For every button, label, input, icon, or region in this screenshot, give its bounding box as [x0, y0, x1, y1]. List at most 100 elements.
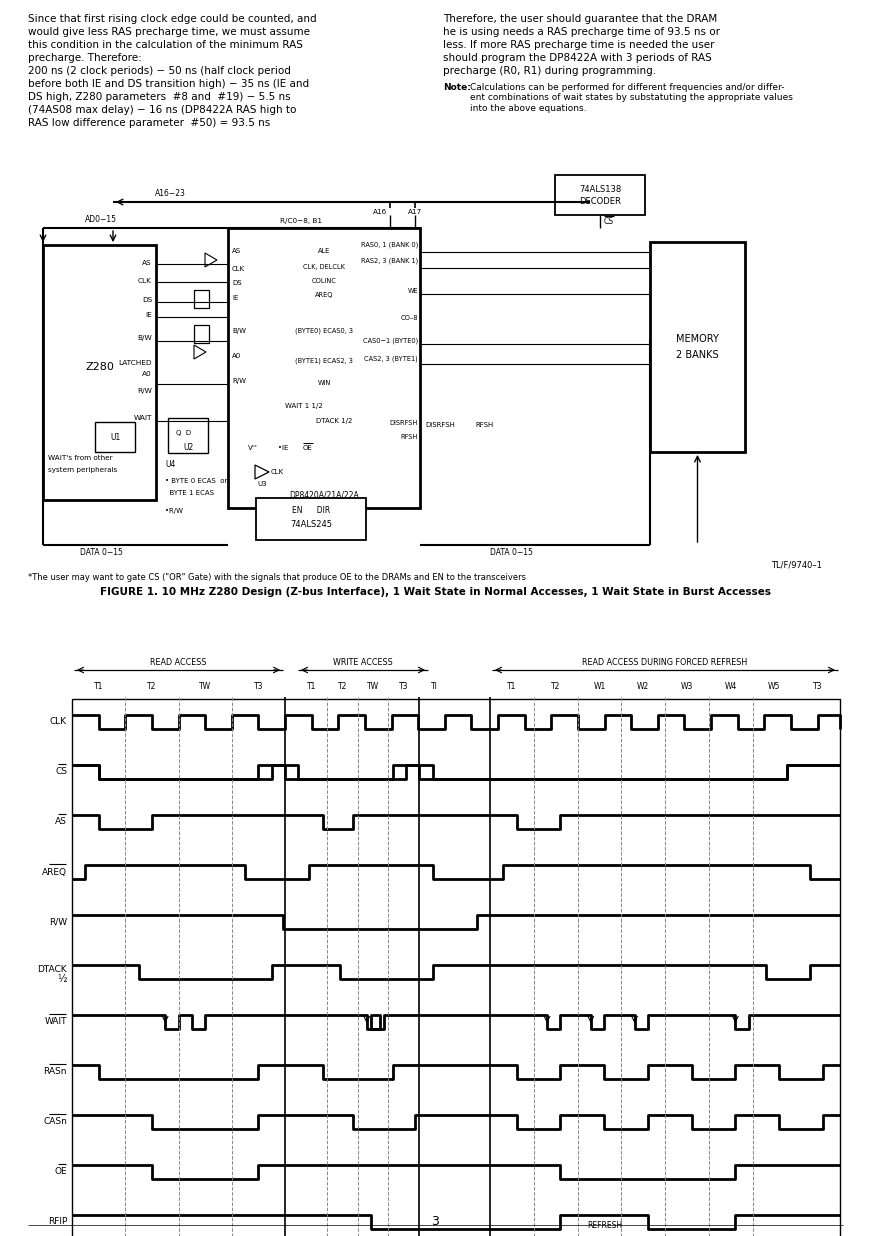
Text: AS: AS	[55, 817, 67, 827]
Text: T1: T1	[94, 682, 104, 691]
Text: CO–8: CO–8	[401, 315, 418, 321]
Text: Therefore, the user should guarantee that the DRAM: Therefore, the user should guarantee tha…	[443, 14, 717, 23]
Text: T3: T3	[399, 682, 408, 691]
Text: W1: W1	[593, 682, 605, 691]
Text: T1: T1	[507, 682, 517, 691]
Text: W5: W5	[768, 682, 780, 691]
Text: Z280: Z280	[85, 362, 114, 372]
Text: Vᶜᶜ: Vᶜᶜ	[248, 445, 258, 451]
Text: precharge. Therefore:: precharge. Therefore:	[28, 53, 142, 63]
Text: RAS0, 1 (BANK 0): RAS0, 1 (BANK 0)	[361, 242, 418, 248]
Bar	[555, 176, 645, 215]
Text: CLK: CLK	[138, 278, 152, 284]
Text: 3: 3	[431, 1215, 439, 1229]
Text: system peripherals: system peripherals	[48, 467, 118, 473]
Text: ALE: ALE	[318, 248, 330, 255]
Bar	[95, 421, 135, 452]
Text: DISRFSH: DISRFSH	[425, 421, 455, 428]
Text: • BYTE 0 ECAS  or: • BYTE 0 ECAS or	[165, 478, 227, 485]
Text: R/W: R/W	[232, 378, 246, 384]
Text: A16−23: A16−23	[155, 189, 186, 198]
Text: MEMORY: MEMORY	[676, 334, 719, 344]
Text: T2: T2	[147, 682, 157, 691]
Text: R/W: R/W	[49, 917, 67, 927]
Text: DS: DS	[142, 297, 152, 303]
Text: WAIT's from other: WAIT's from other	[48, 455, 112, 461]
Text: B/W: B/W	[232, 328, 246, 334]
Text: CS: CS	[604, 218, 614, 226]
Text: T1: T1	[307, 682, 316, 691]
Text: FIGURE 1. 10 MHz Z280 Design (Z-bus Interface), 1 Wait State in Normal Accesses,: FIGURE 1. 10 MHz Z280 Design (Z-bus Inte…	[99, 587, 771, 597]
Text: he is using needs a RAS precharge time of 93.5 ns or: he is using needs a RAS precharge time o…	[443, 27, 720, 37]
Text: DTACK: DTACK	[37, 964, 67, 974]
Text: T3: T3	[814, 682, 823, 691]
Text: WAIT 1 1/2: WAIT 1 1/2	[285, 403, 323, 409]
Text: WE: WE	[408, 288, 418, 294]
Text: RAS2, 3 (BANK 1): RAS2, 3 (BANK 1)	[361, 258, 418, 265]
Text: RAS low difference parameter  #50) = 93.5 ns: RAS low difference parameter #50) = 93.5…	[28, 117, 270, 129]
Bar	[650, 242, 745, 452]
Text: A16: A16	[373, 209, 387, 215]
Text: B/W: B/W	[138, 335, 152, 341]
Text: CLK: CLK	[232, 266, 245, 272]
Text: (74AS08 max delay) − 16 ns (DP8422A RAS high to: (74AS08 max delay) − 16 ns (DP8422A RAS …	[28, 105, 296, 115]
Text: RFSH: RFSH	[475, 421, 493, 428]
Text: RASn: RASn	[44, 1068, 67, 1077]
Text: COLINC: COLINC	[312, 278, 336, 284]
Text: T3: T3	[253, 682, 263, 691]
Text: precharge (R0, R1) during programming.: precharge (R0, R1) during programming.	[443, 66, 656, 75]
Text: •IE: •IE	[278, 445, 288, 451]
Text: A0: A0	[232, 353, 241, 358]
Text: ½: ½	[57, 974, 67, 984]
Text: RFIP: RFIP	[48, 1217, 67, 1226]
Bar	[43, 245, 156, 501]
Text: this condition in the calculation of the minimum RAS: this condition in the calculation of the…	[28, 40, 303, 49]
Text: CLK: CLK	[50, 718, 67, 727]
Text: WIN: WIN	[317, 379, 331, 386]
Text: TW: TW	[199, 682, 211, 691]
Text: (BYTE0) ECAS0, 3: (BYTE0) ECAS0, 3	[295, 328, 353, 335]
Text: CAS0−1 (BYTE0): CAS0−1 (BYTE0)	[362, 337, 418, 345]
Text: TL/F/9740–1: TL/F/9740–1	[771, 560, 822, 569]
Text: W3: W3	[681, 682, 693, 691]
Text: DATA 0−15: DATA 0−15	[80, 548, 123, 557]
Text: 74ALS245: 74ALS245	[290, 520, 332, 529]
Text: ent combinations of wait states by substatuting the appropriate values: ent combinations of wait states by subst…	[470, 94, 793, 103]
Text: U1: U1	[110, 433, 120, 441]
Bar	[72, 700, 840, 1236]
Text: CS: CS	[55, 768, 67, 776]
Text: IE: IE	[145, 311, 152, 318]
Text: TI: TI	[431, 682, 438, 691]
Text: READ ACCESS DURING FORCED REFRESH: READ ACCESS DURING FORCED REFRESH	[583, 658, 747, 667]
Text: U3: U3	[257, 481, 267, 487]
Bar	[256, 498, 366, 540]
Text: DISRFSH: DISRFSH	[389, 420, 418, 426]
Text: (BYTE1) ECAS2, 3: (BYTE1) ECAS2, 3	[295, 357, 353, 363]
Text: OE: OE	[54, 1168, 67, 1177]
Text: Note:: Note:	[443, 83, 471, 91]
Text: less. If more RAS precharge time is needed the user: less. If more RAS precharge time is need…	[443, 40, 714, 49]
Text: 2 BANKS: 2 BANKS	[676, 350, 719, 360]
Text: RFSH: RFSH	[401, 434, 418, 440]
Text: •R/W: •R/W	[165, 508, 183, 514]
Text: W2: W2	[637, 682, 649, 691]
Text: CLK: CLK	[271, 468, 284, 475]
Text: DATA 0−15: DATA 0−15	[490, 548, 533, 557]
Text: Calculations can be performed for different frequencies and/or differ-: Calculations can be performed for differ…	[470, 83, 785, 91]
Text: U2: U2	[183, 442, 193, 452]
Text: AS: AS	[142, 260, 152, 266]
Text: R/C0−8, B1: R/C0−8, B1	[280, 218, 322, 224]
Text: AS: AS	[232, 248, 241, 255]
Text: into the above equations.: into the above equations.	[470, 104, 586, 112]
Text: A17: A17	[408, 209, 422, 215]
Text: WAIT: WAIT	[133, 415, 152, 421]
Text: DS: DS	[232, 281, 241, 286]
Text: REFRESH: REFRESH	[587, 1220, 622, 1230]
Text: Since that first rising clock edge could be counted, and: Since that first rising clock edge could…	[28, 14, 317, 23]
Bar	[194, 325, 209, 344]
Text: WRITE ACCESS: WRITE ACCESS	[333, 658, 393, 667]
Text: DTACK 1/2: DTACK 1/2	[316, 418, 352, 424]
Text: IE: IE	[232, 295, 239, 302]
Text: before both IE and DS transition high) − 35 ns (IE and: before both IE and DS transition high) −…	[28, 79, 309, 89]
Text: AREQ: AREQ	[314, 292, 334, 298]
